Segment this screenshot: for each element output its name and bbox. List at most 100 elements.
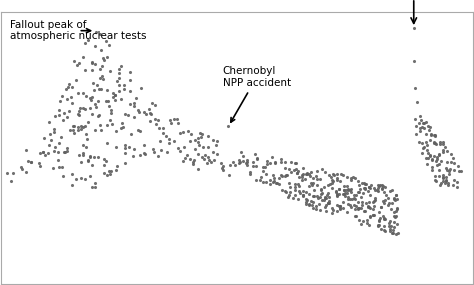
Point bbox=[415, 139, 423, 144]
Point bbox=[299, 188, 307, 193]
Point bbox=[417, 113, 424, 118]
Point bbox=[325, 201, 333, 205]
Point bbox=[146, 107, 153, 111]
Point bbox=[75, 153, 83, 158]
Point bbox=[55, 113, 63, 117]
Point bbox=[82, 144, 90, 149]
Point bbox=[162, 134, 170, 139]
Point bbox=[60, 149, 68, 154]
Point bbox=[392, 214, 399, 219]
Point bbox=[375, 223, 383, 228]
Point bbox=[447, 152, 455, 156]
Point bbox=[295, 174, 303, 179]
Point bbox=[325, 195, 333, 200]
Point bbox=[417, 126, 424, 131]
Point bbox=[333, 194, 341, 198]
Point bbox=[432, 133, 439, 137]
Point bbox=[253, 178, 260, 182]
Point bbox=[318, 191, 325, 196]
Point bbox=[365, 204, 373, 209]
Point bbox=[130, 103, 138, 108]
Point bbox=[387, 224, 394, 229]
Point bbox=[434, 155, 441, 160]
Point bbox=[112, 92, 119, 97]
Point bbox=[422, 156, 430, 160]
Point bbox=[103, 88, 111, 93]
Point bbox=[428, 168, 436, 172]
Point bbox=[379, 214, 386, 218]
Point bbox=[436, 140, 443, 145]
Point bbox=[39, 150, 47, 154]
Point bbox=[259, 169, 267, 173]
Point bbox=[439, 176, 447, 181]
Point bbox=[296, 191, 303, 196]
Point bbox=[364, 217, 371, 222]
Point bbox=[283, 190, 290, 195]
Point bbox=[310, 188, 318, 192]
Point bbox=[320, 197, 328, 202]
Point bbox=[7, 179, 15, 184]
Point bbox=[64, 148, 71, 153]
Point bbox=[109, 91, 117, 95]
Point bbox=[371, 188, 379, 193]
Point bbox=[170, 139, 178, 143]
Point bbox=[149, 147, 157, 152]
Point bbox=[322, 196, 329, 201]
Point bbox=[442, 144, 449, 149]
Point bbox=[307, 198, 315, 203]
Point bbox=[362, 201, 370, 205]
Point bbox=[434, 157, 441, 162]
Point bbox=[130, 115, 137, 119]
Point bbox=[74, 125, 82, 129]
Point bbox=[435, 152, 443, 157]
Point bbox=[423, 147, 430, 152]
Point bbox=[269, 172, 277, 177]
Point bbox=[100, 58, 108, 63]
Point bbox=[92, 29, 100, 34]
Point bbox=[324, 182, 331, 187]
Point bbox=[387, 207, 394, 211]
Point bbox=[273, 180, 281, 185]
Point bbox=[283, 172, 290, 177]
Point bbox=[77, 176, 84, 181]
Point bbox=[74, 128, 82, 133]
Point bbox=[190, 157, 197, 162]
Point bbox=[392, 232, 400, 236]
Point bbox=[176, 131, 184, 135]
Point bbox=[386, 220, 393, 225]
Point bbox=[419, 121, 427, 125]
Point bbox=[366, 215, 374, 220]
Point bbox=[242, 160, 250, 165]
Point bbox=[392, 198, 399, 202]
Point bbox=[249, 164, 257, 168]
Point bbox=[92, 105, 100, 110]
Point bbox=[195, 143, 202, 148]
Point bbox=[285, 193, 293, 198]
Point bbox=[321, 169, 329, 174]
Point bbox=[386, 189, 393, 194]
Point bbox=[277, 173, 285, 178]
Point bbox=[77, 160, 85, 164]
Point bbox=[389, 231, 397, 235]
Point bbox=[271, 179, 278, 184]
Point bbox=[344, 195, 352, 199]
Point bbox=[381, 201, 388, 205]
Point bbox=[79, 150, 86, 155]
Point bbox=[426, 137, 433, 142]
Point bbox=[98, 64, 106, 68]
Point bbox=[439, 140, 447, 144]
Point bbox=[328, 178, 336, 182]
Point bbox=[380, 223, 388, 228]
Point bbox=[105, 104, 112, 108]
Point bbox=[281, 189, 289, 193]
Point bbox=[358, 200, 365, 204]
Point bbox=[336, 203, 344, 208]
Point bbox=[454, 180, 461, 184]
Point bbox=[285, 181, 293, 186]
Point bbox=[436, 142, 444, 146]
Point bbox=[103, 123, 111, 127]
Point bbox=[240, 159, 247, 163]
Point bbox=[23, 170, 30, 174]
Point bbox=[376, 215, 384, 220]
Point bbox=[392, 209, 400, 213]
